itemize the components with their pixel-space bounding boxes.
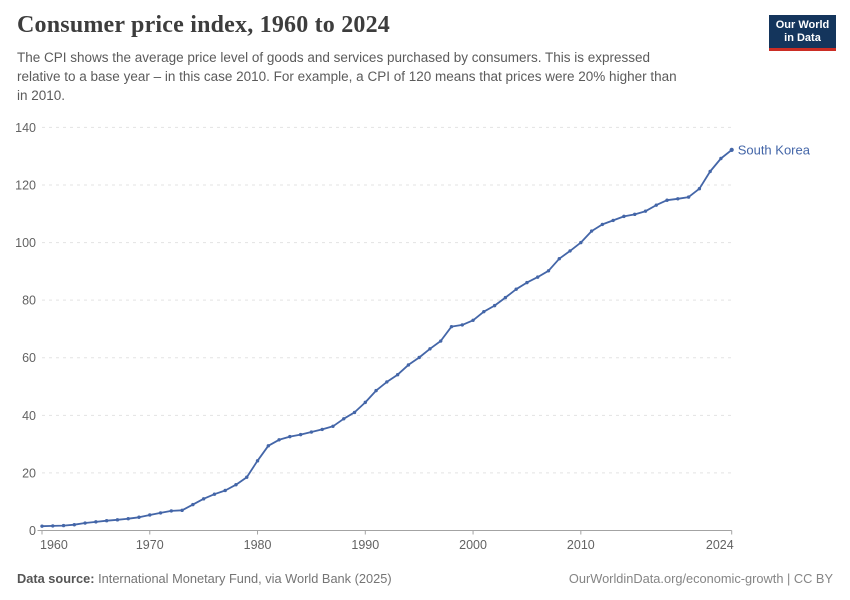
data-point-marker xyxy=(374,388,378,393)
data-point-marker xyxy=(61,523,66,528)
data-point-marker xyxy=(72,523,77,527)
data-point-marker xyxy=(83,521,87,525)
data-point-marker xyxy=(622,214,626,219)
data-point-marker xyxy=(288,434,292,439)
data-point-marker xyxy=(191,502,195,507)
data-point-marker xyxy=(277,438,281,442)
x-tick-label: 1970 xyxy=(136,538,164,552)
data-point-marker xyxy=(697,187,702,191)
data-point-marker xyxy=(600,222,605,227)
y-tick-label: 0 xyxy=(29,524,36,538)
data-point-marker xyxy=(579,240,583,245)
data-point-marker xyxy=(342,417,346,421)
owid-logo[interactable]: Our World in Data xyxy=(769,15,836,51)
data-point-marker xyxy=(439,339,443,343)
logo-line-2: in Data xyxy=(784,32,821,44)
data-point-marker xyxy=(40,524,44,528)
data-point-marker xyxy=(406,363,411,367)
data-point-marker xyxy=(352,410,357,415)
data-source-label: Data source: xyxy=(17,571,95,586)
y-tick-label: 40 xyxy=(22,409,36,423)
data-point-marker xyxy=(309,430,314,434)
data-point-marker xyxy=(568,249,572,253)
data-point-marker xyxy=(492,303,497,308)
data-point-marker xyxy=(449,324,454,329)
chart-subtitle: The CPI shows the average price level of… xyxy=(17,48,757,105)
logo-line-1: Our World xyxy=(775,19,830,31)
data-point-marker xyxy=(331,424,335,428)
data-point-marker xyxy=(525,280,529,285)
data-point-marker xyxy=(255,459,260,463)
data-point-marker xyxy=(395,373,400,377)
data-point-marker xyxy=(730,148,734,152)
data-point-marker xyxy=(654,203,658,207)
chart-header: Consumer price index, 1960 to 2024 The C… xyxy=(17,12,757,105)
subtitle-line: relative to a base year – in this case 2… xyxy=(17,69,677,84)
data-point-marker xyxy=(611,218,615,223)
y-tick-label: 60 xyxy=(22,351,36,365)
data-point-marker xyxy=(686,195,691,199)
data-point-marker xyxy=(169,509,174,513)
data-point-marker xyxy=(126,516,130,521)
data-point-marker xyxy=(708,169,712,174)
data-point-marker xyxy=(503,295,508,300)
data-point-marker xyxy=(460,323,464,327)
data-point-marker xyxy=(719,156,723,161)
data-point-marker xyxy=(223,488,227,493)
data-point-marker xyxy=(676,197,680,201)
y-tick-label: 140 xyxy=(15,121,36,135)
entity-label: South Korea xyxy=(738,142,811,157)
data-point-marker xyxy=(234,483,238,487)
y-tick-label: 80 xyxy=(22,294,36,308)
x-tick-label: 1990 xyxy=(351,538,379,552)
data-point-marker xyxy=(298,432,303,437)
data-point-marker xyxy=(363,400,367,405)
x-tick-label: 2010 xyxy=(567,538,595,552)
data-point-marker xyxy=(148,513,152,517)
data-point-marker xyxy=(546,269,551,273)
y-tick-label: 120 xyxy=(15,178,36,192)
x-tick-label: 2024 xyxy=(706,538,734,552)
data-source-text: International Monetary Fund, via World B… xyxy=(94,571,392,586)
data-source-note: Data source: International Monetary Fund… xyxy=(17,571,392,586)
subtitle-line: in 2010. xyxy=(17,88,66,103)
data-point-marker xyxy=(115,518,120,522)
data-point-marker xyxy=(245,475,249,479)
page-title: Consumer price index, 1960 to 2024 xyxy=(17,12,391,38)
data-point-marker xyxy=(665,198,669,202)
y-tick-label: 100 xyxy=(15,236,36,250)
x-tick-label: 1980 xyxy=(244,538,272,552)
series-end-marker xyxy=(729,147,734,152)
owid-link[interactable]: OurWorldinData.org/economic-growth | CC … xyxy=(568,571,833,586)
data-point-marker xyxy=(471,318,475,323)
data-point-marker xyxy=(104,519,109,523)
data-point-marker xyxy=(51,524,55,528)
data-point-marker xyxy=(137,515,141,519)
x-tick-label: 1960 xyxy=(40,538,68,552)
data-point-marker xyxy=(482,309,486,314)
data-point-marker xyxy=(428,347,432,351)
data-point-marker xyxy=(201,497,206,501)
data-point-marker xyxy=(212,492,217,496)
series-line xyxy=(41,148,733,528)
data-point-marker xyxy=(385,380,389,384)
data-point-marker xyxy=(514,287,518,291)
x-tick-label: 2000 xyxy=(459,538,487,552)
data-point-marker xyxy=(557,256,561,261)
data-point-marker xyxy=(643,209,648,213)
data-point-marker xyxy=(266,444,271,448)
data-point-marker xyxy=(633,212,637,217)
data-point-marker xyxy=(417,355,421,360)
data-point-marker xyxy=(158,511,163,515)
data-point-marker xyxy=(320,427,324,432)
data-point-marker xyxy=(180,508,184,513)
y-tick-label: 20 xyxy=(22,466,36,480)
data-point-marker xyxy=(536,275,540,279)
data-point-marker xyxy=(589,229,594,233)
data-point-marker xyxy=(94,520,98,524)
subtitle-line: The CPI shows the average price level of… xyxy=(17,50,651,65)
